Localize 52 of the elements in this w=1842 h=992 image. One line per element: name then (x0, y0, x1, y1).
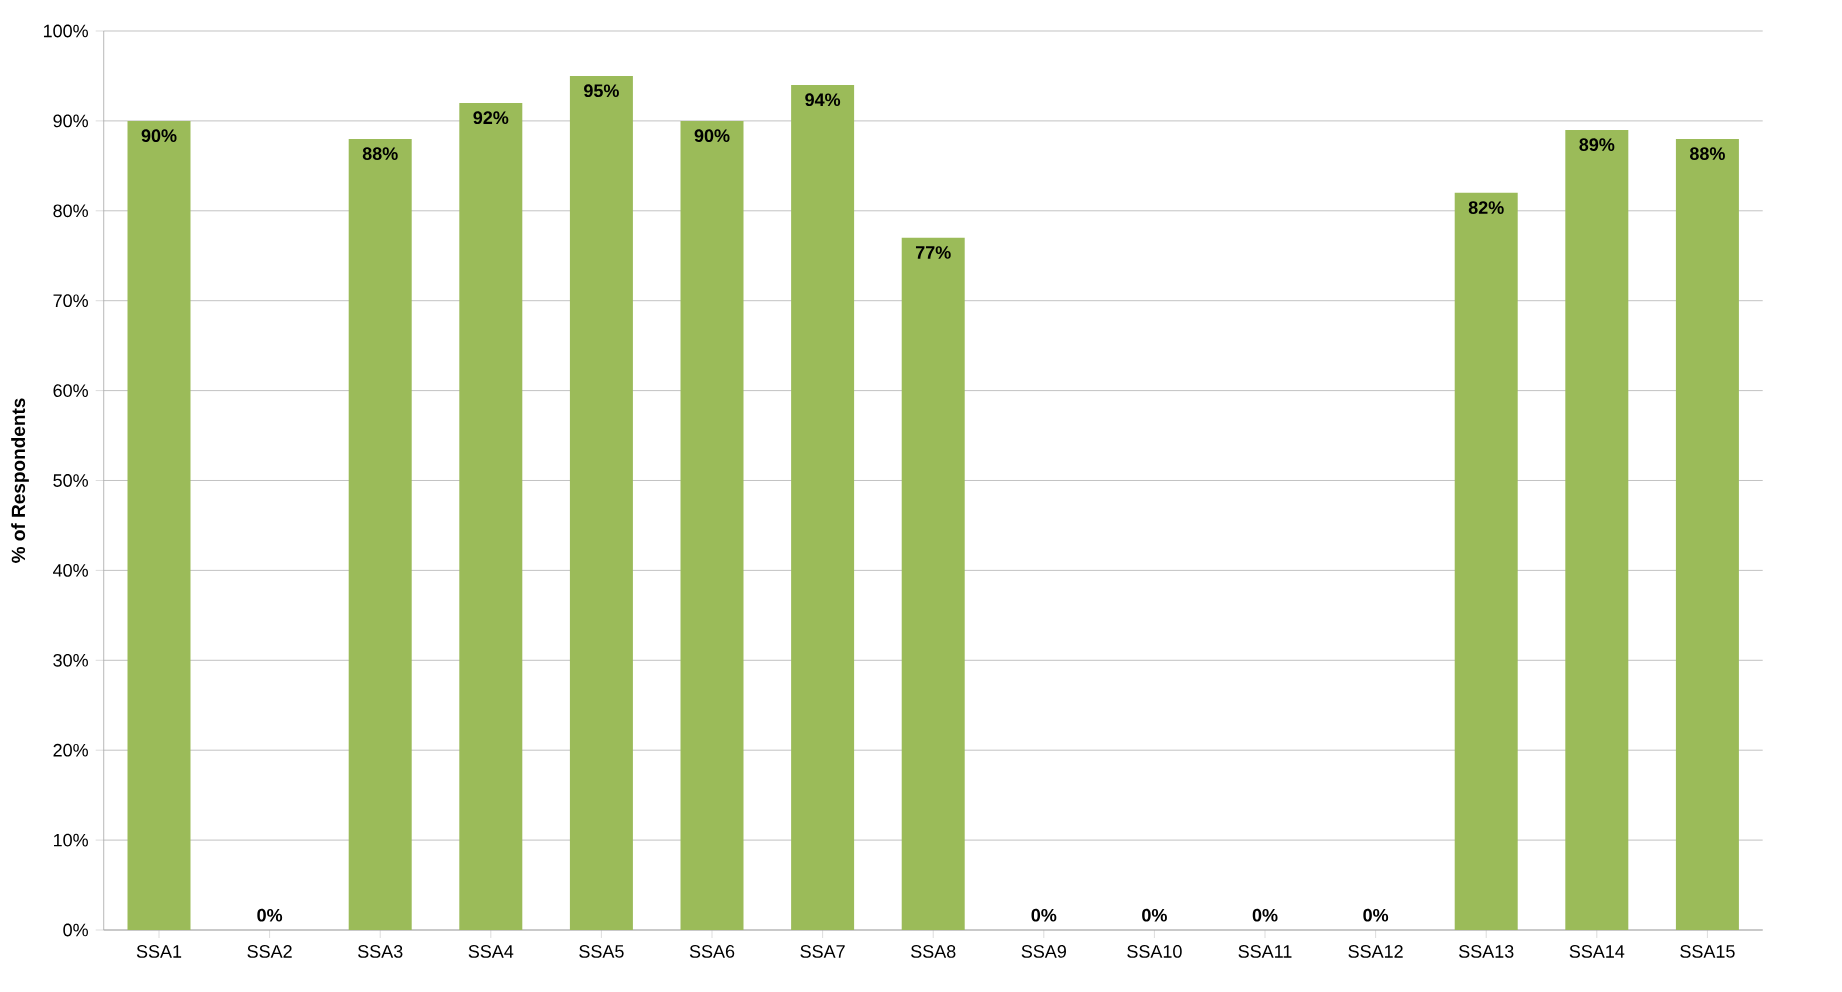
bar (348, 138, 412, 930)
data-label: 0% (257, 908, 283, 922)
bar (901, 237, 965, 930)
x-tick-label: SSA1 (136, 945, 182, 958)
y-tick-label: 90% (53, 114, 88, 128)
x-tick-label: SSA13 (1459, 945, 1514, 958)
y-tick-label: 20% (53, 743, 88, 757)
x-tick-label: SSA7 (800, 945, 845, 958)
data-label: 0% (1252, 908, 1278, 922)
x-tick-label: SSA12 (1348, 945, 1403, 958)
y-tick-label: 80% (53, 204, 88, 218)
data-label: 88% (1689, 147, 1725, 161)
x-tick-label: SSA10 (1127, 945, 1182, 958)
data-label: 94% (805, 93, 841, 107)
x-tick-label: SSA15 (1680, 945, 1735, 958)
data-label: 82% (1468, 201, 1504, 214)
bar (1565, 129, 1629, 930)
data-label: 89% (1579, 138, 1615, 152)
bar (680, 120, 744, 930)
data-label: 77% (915, 246, 951, 259)
y-tick-label: 0% (63, 923, 88, 937)
y-tick-label: 40% (53, 564, 88, 577)
y-tick-label: 60% (53, 384, 88, 397)
data-label: 90% (694, 129, 730, 143)
bar (1454, 192, 1518, 930)
data-label: 92% (473, 111, 509, 125)
x-tick-label: SSA14 (1569, 945, 1625, 958)
x-tick-label: SSA5 (579, 945, 624, 958)
y-tick-label: 30% (53, 653, 88, 667)
y-tick-label: 70% (53, 294, 88, 308)
x-tick-label: SSA11 (1238, 945, 1292, 958)
x-tick-label: SSA6 (689, 945, 735, 958)
bar (791, 84, 855, 930)
x-tick-label: SSA4 (468, 945, 514, 958)
y-tick-label: 50% (53, 474, 88, 487)
x-tick-label: SSA3 (358, 945, 403, 958)
data-label: 95% (584, 84, 619, 98)
x-tick-label: SSA9 (1021, 945, 1066, 958)
y-axis-title: % of Respondents (11, 398, 29, 563)
data-label: 0% (1031, 908, 1057, 922)
bar (569, 75, 633, 930)
x-tick-label: SSA2 (247, 945, 292, 958)
y-tick-label: 100% (43, 24, 88, 38)
y-tick-label: 10% (53, 833, 88, 847)
data-label: 90% (141, 129, 177, 143)
x-tick-label: SSA8 (911, 945, 956, 958)
data-label: 0% (1363, 908, 1389, 922)
data-label: 88% (362, 147, 398, 161)
bar (127, 120, 191, 930)
bar (1675, 138, 1739, 930)
data-label: 0% (1142, 908, 1167, 922)
bar (459, 102, 523, 930)
